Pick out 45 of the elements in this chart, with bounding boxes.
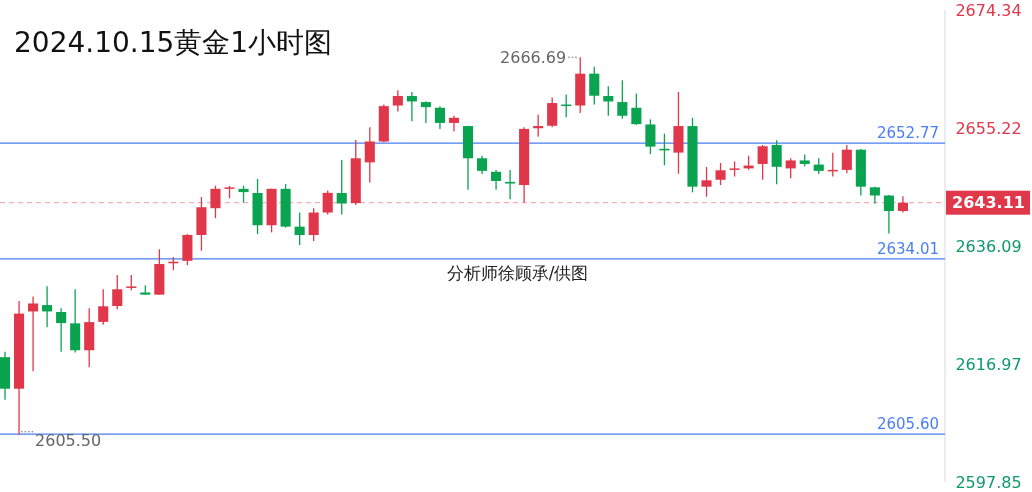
candlestick — [757, 144, 768, 181]
candlestick — [603, 85, 614, 117]
candlestick — [294, 211, 305, 246]
y-tick-label: 2674.34 — [955, 0, 1022, 20]
candlestick — [406, 91, 417, 122]
candlestick — [210, 185, 221, 219]
candlestick — [589, 66, 600, 106]
candlestick — [112, 274, 123, 310]
candlestick — [533, 114, 544, 138]
candlestick — [392, 89, 403, 113]
candlestick — [476, 155, 488, 175]
ref-line-label: 2652.77 — [876, 124, 939, 143]
candlestick — [631, 92, 642, 126]
candlestick — [28, 295, 39, 373]
candlestick — [322, 189, 333, 216]
annotation: 分析师徐顾承/供图 — [446, 263, 589, 284]
candlestick — [715, 162, 726, 186]
candlestick — [434, 105, 445, 130]
candlestick — [883, 194, 894, 235]
candlestick — [785, 157, 796, 179]
candlestick — [547, 96, 558, 128]
y-tick-label: 2616.97 — [955, 354, 1022, 374]
candlestick — [771, 139, 782, 185]
candlestick — [336, 159, 347, 216]
annotation: 2666.69 — [500, 47, 567, 67]
annotation: 2605.50 — [35, 431, 102, 451]
candlestick — [56, 307, 67, 353]
candlestick — [841, 144, 852, 174]
candlestick — [491, 169, 502, 191]
candlestick — [42, 285, 53, 328]
candlestick — [617, 79, 628, 120]
y-tick-label: 2597.85 — [955, 472, 1022, 492]
ref-line-label: 2634.01 — [876, 239, 939, 258]
text: 2024.10.15黄金1小时图 — [14, 26, 333, 59]
candlestick — [645, 118, 656, 155]
candlestick — [308, 207, 319, 242]
candlestick — [701, 166, 712, 198]
ref-line-label: 2605.60 — [876, 415, 939, 434]
candlestick — [448, 114, 460, 133]
y-tick-label: 2636.09 — [955, 236, 1022, 256]
candlestick — [364, 126, 375, 184]
candlestick — [98, 288, 109, 326]
ref-line-label: 2643.11 — [952, 193, 1025, 213]
candlestick — [505, 169, 516, 200]
y-tick-label: 2655.22 — [955, 118, 1022, 138]
